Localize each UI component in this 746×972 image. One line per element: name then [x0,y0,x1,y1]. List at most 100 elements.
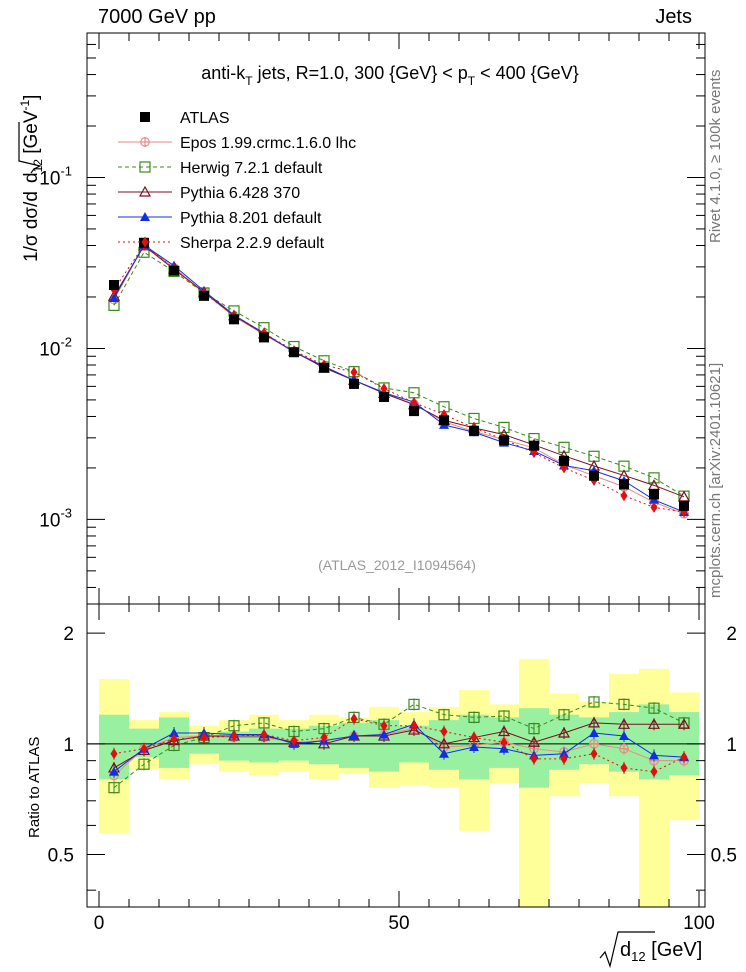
chart-title: anti-kT jets, R=1.0, 300 {GeV} < pT < 40… [201,63,578,88]
series-4-ratio-point-8 [350,713,358,725]
series-2-point-18 [647,479,661,490]
data-point-0 [109,280,119,291]
series-2-ratio-line [113,722,684,769]
band-inner-8 [339,722,369,768]
series-1-ratio-point-15 [558,709,570,721]
data-point-19 [679,500,689,511]
svg-text:d12 [GeV]: d12 [GeV] [620,939,702,964]
series-4-ratio-point-16 [590,748,598,760]
data-point-12 [469,425,479,436]
y-tick-label-2: 10-3 [39,505,72,531]
series-2-ratio-point-14 [527,736,541,747]
y-tick-label-1: 10-2 [39,334,72,360]
series-4-point-10 [410,397,418,409]
data-point-3 [199,290,209,301]
series-2-ratio-point-10 [407,723,421,735]
series-4-ratio-point-10 [410,720,418,732]
series-3-point-0 [109,292,119,302]
y-tick-label-0: 10-1 [39,163,72,189]
legend-label-2: Herwig 7.2.1 default [180,160,323,177]
series-3-ratio-point-12 [469,742,479,752]
header-left: 7000 GeV pp [98,6,216,28]
series-1-ratio-point-11 [438,709,450,721]
series-1-point-18 [648,472,660,484]
data-point-18 [649,489,659,500]
series-1-ratio-point-10 [408,698,420,710]
legend-entry-2: Herwig 7.2.1 default [118,160,323,177]
series-4-ratio-point-12 [470,732,478,744]
series-2-ratio-point-13 [497,725,511,737]
series-4-ratio-point-0 [110,748,118,760]
series-3-ratio-point-17 [619,731,629,741]
data-point-6 [289,347,299,358]
series-4-ratio-point-15 [560,753,568,765]
svg-text:1/σ dσ/dd12 [GeV-1]: 1/σ dσ/dd12 [GeV-1] [18,95,45,262]
series-4-ratio-point-9 [380,720,388,732]
series-4-point-9 [380,383,388,395]
series-4-ratio-point-6 [290,735,298,747]
series-3-ratio-point-2 [169,728,179,738]
header-right: Jets [655,6,692,28]
data-point-8 [349,378,359,389]
series-4-ratio-point-3 [200,732,208,744]
series-3-ratio-point-11 [439,748,449,758]
ratio-tick-label-right-2: 0.5 [711,846,737,867]
legend-entry-0: ATLAS [140,110,230,127]
series-4-point-17 [620,490,628,502]
legend-label-3: Pythia 6.428 370 [180,185,300,202]
series-1-ratio-point-1 [138,758,150,770]
series-3-ratio-point-8 [349,731,359,741]
data-point-14 [529,440,539,451]
data-point-11 [439,415,449,426]
series-4-point-18 [650,501,658,513]
series-1-ratio-point-18 [648,702,660,714]
ratio-y-label: Ratio to ATLAS [26,737,43,838]
series-4-ratio-point-1 [140,743,148,755]
series-4-ratio-line [113,718,685,773]
data-point-9 [379,391,389,402]
ratio-tick-label-left-2: 0.5 [48,846,74,867]
data-point-13 [499,435,509,446]
series-4-ratio-point-11 [440,726,448,738]
series-4-ratio-point-2 [170,733,178,745]
series-1-point-15 [558,441,570,453]
legend-marker-1 [140,137,150,147]
series-4-ratio-point-19 [680,751,688,763]
series-1-ratio-point-5 [258,717,270,729]
x-tick-label-0: 0 [94,913,105,934]
ratio-tick-label-left-1: 1 [63,735,74,756]
series-2-ratio-point-15 [557,726,571,738]
series-1-ratio-point-14 [528,723,540,735]
main-panel: ATLAS Epos 1.99.crmc.1.6.0 lhc Herwig 7.2.… [39,32,706,605]
legend-label-0: ATLAS [180,110,230,127]
x-tick-label-2: 100 [683,913,715,934]
legend-marker-4 [140,212,150,221]
legend-entry-4: Pythia 8.201 default [118,210,322,227]
series-1-ratio-point-13 [498,710,510,722]
series-4-ratio-point-17 [620,762,628,774]
series-1-point-16 [588,450,600,462]
data-point-4 [229,314,239,325]
legend: ATLAS Epos 1.99.crmc.1.6.0 lhc Herwig 7.2.… [118,110,356,252]
data-point-15 [559,455,569,466]
legend-marker-3 [138,185,152,197]
data-point-2 [169,265,179,276]
series-3-ratio-point-9 [379,729,389,739]
series-4-ratio-point-13 [500,736,508,748]
ratio-tick-label-right-1: 1 [726,735,737,756]
x-axis-label: d12 [GeV] [599,931,702,969]
axis-labels: anti-kT jets, R=1.0, 300 {GeV} < pT < 40… [18,63,702,969]
legend-label-1: Epos 1.99.crmc.1.6.0 lhc [180,135,356,152]
legend-marker-5 [141,236,149,248]
series-3-ratio-point-18 [649,750,659,760]
series-4-ratio-point-7 [320,732,328,744]
ratio-tick-label-left-0: 2 [63,624,74,645]
analysis-label: (ATLAS_2012_I1094564) [318,557,476,573]
series-1-ratio-point-16 [588,696,600,708]
series-2-ratio-point-18 [647,718,661,729]
series-4-point-8 [350,366,358,378]
series-0-ratio-point-17 [619,743,629,754]
legend-entry-1: Epos 1.99.crmc.1.6.0 lhc [118,135,356,152]
data-point-16 [589,470,599,481]
